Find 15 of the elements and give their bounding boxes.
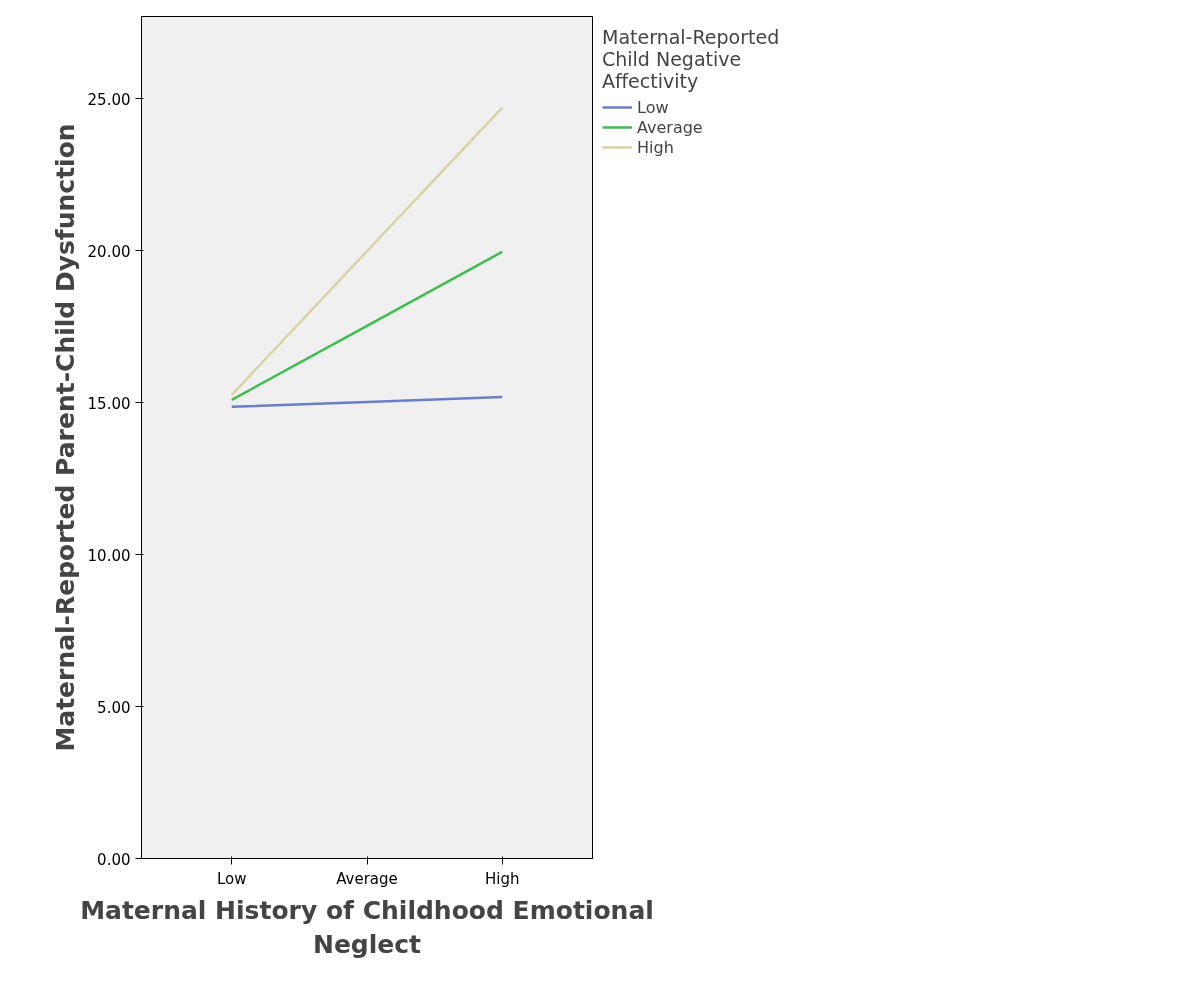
x-tick-label: Low	[216, 869, 247, 888]
y-tick-label: 0.00	[97, 850, 131, 869]
y-tick-label: 20.00	[87, 242, 131, 261]
x-axis-title: Maternal History of Childhood Emotional Neglect	[80, 895, 654, 960]
x-tick-label: Average	[336, 869, 398, 888]
legend-title: Maternal-Reported Child Negative Affectivity	[602, 26, 780, 92]
legend-label: Average	[637, 117, 703, 137]
legend-label: High	[637, 137, 674, 157]
y-tick-label: 25.00	[87, 90, 131, 109]
x-tick-label: High	[485, 869, 520, 888]
legend-label: Low	[637, 97, 669, 117]
y-tick-label: 10.00	[87, 546, 131, 565]
y-axis-title: Maternal-Reported Parent-Child Dysfunction	[50, 123, 80, 752]
y-tick-label: 5.00	[97, 698, 131, 717]
y-tick-label: 15.00	[87, 394, 131, 413]
